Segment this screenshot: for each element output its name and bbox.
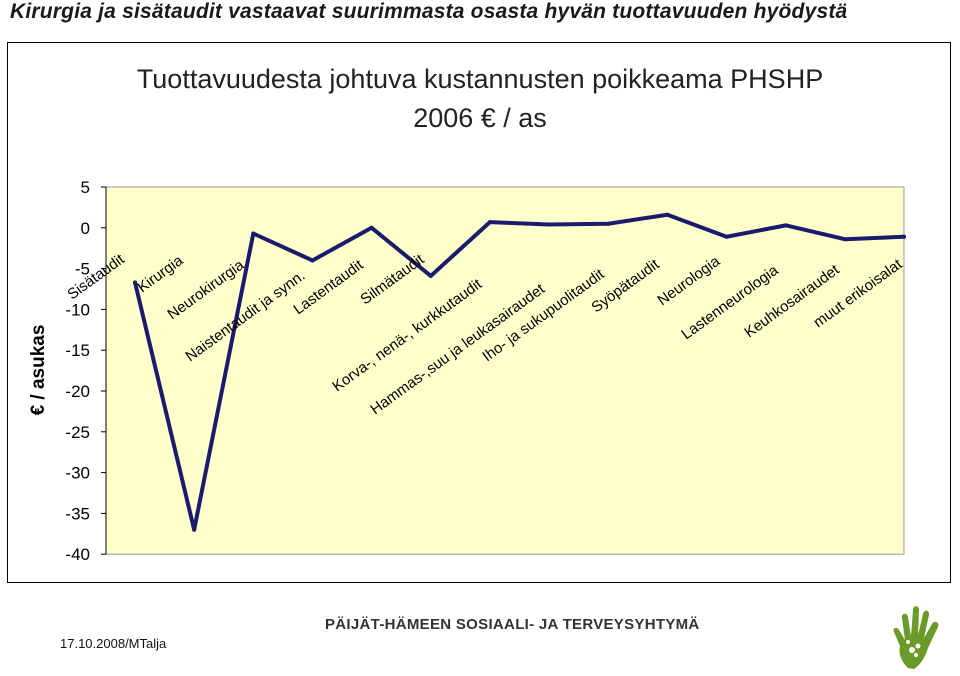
- slide-headline: Kirurgia ja sisätaudit vastaavat suurimm…: [10, 0, 848, 23]
- data-point: [369, 225, 374, 230]
- y-tick-label: -15: [65, 341, 90, 360]
- data-point: [724, 234, 729, 239]
- data-point: [783, 223, 788, 228]
- data-point: [487, 220, 492, 225]
- series-layer: [133, 212, 906, 532]
- y-tick-label: -20: [65, 382, 90, 401]
- y-tick-label: 5: [81, 178, 90, 197]
- chart-title-line2: 2006 € / as: [413, 103, 547, 133]
- footer-date: 17.10.2008/MTalja: [60, 636, 167, 651]
- series-line: [133, 212, 906, 532]
- data-point: [251, 231, 256, 236]
- y-tick-label: -40: [65, 545, 90, 564]
- y-axis-label: € / asukas: [28, 325, 49, 416]
- data-point: [192, 527, 197, 532]
- data-point: [310, 258, 315, 263]
- footer-organization: PÄIJÄT-HÄMEEN SOSIAALI- JA TERVEYSYHTYMÄ: [325, 616, 700, 633]
- hand-logo-icon: [893, 606, 939, 669]
- y-tick-label: 0: [81, 219, 90, 238]
- chart-title-line1: Tuottavuudesta johtuva kustannusten poik…: [136, 64, 824, 94]
- y-tick-label: -10: [65, 300, 90, 319]
- data-point: [133, 280, 137, 285]
- y-tick-label: -30: [65, 464, 90, 483]
- data-point: [547, 222, 552, 227]
- plot-area: [105, 186, 905, 555]
- y-tick-label: -5: [75, 260, 90, 279]
- data-point: [606, 221, 611, 226]
- data-point: [428, 273, 433, 278]
- data-point: [902, 234, 906, 239]
- data-point: [665, 212, 670, 217]
- y-axis: 5 0 -5 -10 -15 -20 -25 -30 -35 -40: [65, 178, 107, 564]
- y-tick-label: -25: [65, 423, 90, 442]
- y-tick-label: -35: [65, 504, 90, 523]
- data-point: [842, 237, 847, 242]
